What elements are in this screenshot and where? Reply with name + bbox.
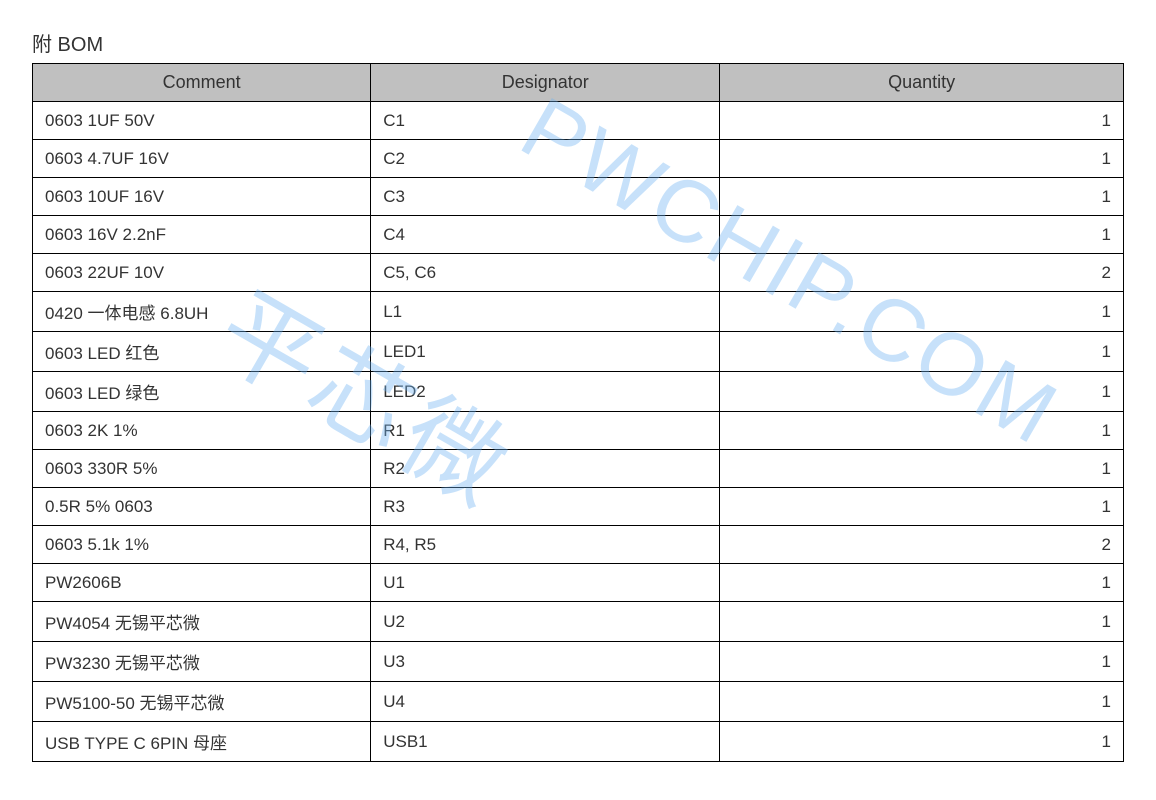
cell-comment: 0603 330R 5% <box>33 450 371 488</box>
cell-quantity: 1 <box>720 450 1124 488</box>
cell-comment: 0.5R 5% 0603 <box>33 488 371 526</box>
cell-quantity: 1 <box>720 682 1124 722</box>
table-row: 0603 1UF 50VC11 <box>33 102 1124 140</box>
cell-designator: C2 <box>371 140 720 178</box>
table-row: 0603 2K 1%R11 <box>33 412 1124 450</box>
table-header-row: Comment Designator Quantity <box>33 64 1124 102</box>
table-row: 0603 5.1k 1%R4, R52 <box>33 526 1124 564</box>
cell-designator: U3 <box>371 642 720 682</box>
table-row: 0420 一体电感 6.8UHL11 <box>33 292 1124 332</box>
cell-quantity: 1 <box>720 564 1124 602</box>
cell-comment: PW4054 无锡平芯微 <box>33 602 371 642</box>
cell-quantity: 1 <box>720 412 1124 450</box>
cell-comment: PW3230 无锡平芯微 <box>33 642 371 682</box>
cell-designator: C5, C6 <box>371 254 720 292</box>
cell-designator: LED1 <box>371 332 720 372</box>
table-body: 0603 1UF 50VC110603 4.7UF 16VC210603 10U… <box>33 102 1124 762</box>
table-row: 0603 LED 红色LED11 <box>33 332 1124 372</box>
cell-quantity: 2 <box>720 254 1124 292</box>
cell-quantity: 1 <box>720 216 1124 254</box>
cell-quantity: 1 <box>720 292 1124 332</box>
cell-quantity: 1 <box>720 332 1124 372</box>
cell-comment: 0603 22UF 10V <box>33 254 371 292</box>
cell-designator: L1 <box>371 292 720 332</box>
table-row: 0603 LED 绿色LED21 <box>33 372 1124 412</box>
cell-quantity: 1 <box>720 178 1124 216</box>
table-row: 0603 10UF 16VC31 <box>33 178 1124 216</box>
header-comment: Comment <box>33 64 371 102</box>
bom-table: Comment Designator Quantity 0603 1UF 50V… <box>32 63 1124 762</box>
cell-comment: PW5100-50 无锡平芯微 <box>33 682 371 722</box>
cell-quantity: 2 <box>720 526 1124 564</box>
cell-comment: 0603 LED 红色 <box>33 332 371 372</box>
cell-comment: PW2606B <box>33 564 371 602</box>
cell-designator: U4 <box>371 682 720 722</box>
cell-comment: 0603 2K 1% <box>33 412 371 450</box>
table-row: 0603 16V 2.2nFC41 <box>33 216 1124 254</box>
cell-designator: U2 <box>371 602 720 642</box>
cell-quantity: 1 <box>720 722 1124 762</box>
cell-designator: C3 <box>371 178 720 216</box>
table-row: 0603 330R 5%R21 <box>33 450 1124 488</box>
cell-designator: C4 <box>371 216 720 254</box>
table-row: USB TYPE C 6PIN 母座USB11 <box>33 722 1124 762</box>
cell-comment: 0603 LED 绿色 <box>33 372 371 412</box>
cell-designator: R2 <box>371 450 720 488</box>
table-row: 0.5R 5% 0603R31 <box>33 488 1124 526</box>
header-designator: Designator <box>371 64 720 102</box>
cell-comment: USB TYPE C 6PIN 母座 <box>33 722 371 762</box>
cell-quantity: 1 <box>720 372 1124 412</box>
cell-designator: R1 <box>371 412 720 450</box>
cell-quantity: 1 <box>720 642 1124 682</box>
cell-comment: 0603 16V 2.2nF <box>33 216 371 254</box>
cell-designator: R4, R5 <box>371 526 720 564</box>
page-title: 附 BOM <box>32 28 1124 57</box>
table-row: PW5100-50 无锡平芯微U41 <box>33 682 1124 722</box>
table-row: 0603 22UF 10VC5, C62 <box>33 254 1124 292</box>
table-row: PW2606BU11 <box>33 564 1124 602</box>
table-row: 0603 4.7UF 16VC21 <box>33 140 1124 178</box>
cell-comment: 0603 4.7UF 16V <box>33 140 371 178</box>
cell-quantity: 1 <box>720 488 1124 526</box>
cell-designator: LED2 <box>371 372 720 412</box>
cell-comment: 0420 一体电感 6.8UH <box>33 292 371 332</box>
cell-comment: 0603 1UF 50V <box>33 102 371 140</box>
cell-quantity: 1 <box>720 602 1124 642</box>
header-quantity: Quantity <box>720 64 1124 102</box>
cell-designator: R3 <box>371 488 720 526</box>
cell-designator: USB1 <box>371 722 720 762</box>
cell-designator: C1 <box>371 102 720 140</box>
cell-quantity: 1 <box>720 102 1124 140</box>
table-row: PW3230 无锡平芯微U31 <box>33 642 1124 682</box>
cell-comment: 0603 10UF 16V <box>33 178 371 216</box>
cell-designator: U1 <box>371 564 720 602</box>
cell-quantity: 1 <box>720 140 1124 178</box>
table-row: PW4054 无锡平芯微U21 <box>33 602 1124 642</box>
cell-comment: 0603 5.1k 1% <box>33 526 371 564</box>
